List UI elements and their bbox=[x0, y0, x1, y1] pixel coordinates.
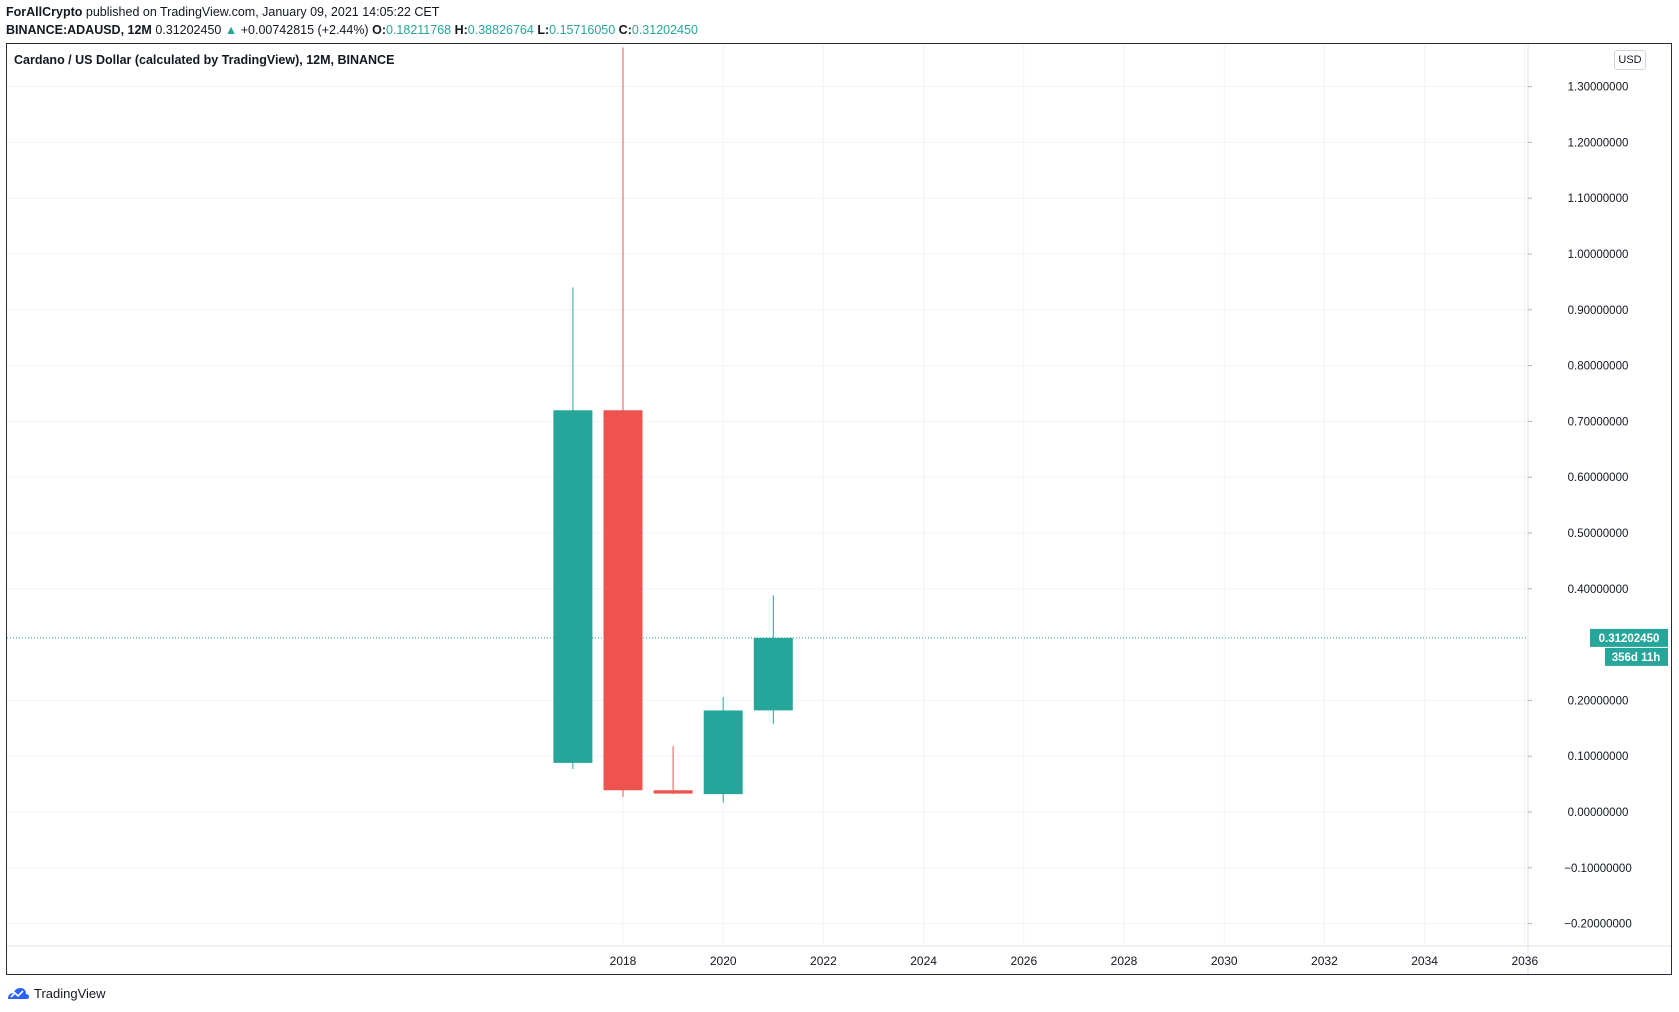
up-arrow-icon: ▲ bbox=[224, 23, 238, 37]
change-value: +0.00742815 (+2.44%) bbox=[240, 23, 369, 37]
last-price-badge bbox=[1590, 628, 1668, 647]
price-tick-label: 0.40000000 bbox=[1568, 584, 1629, 596]
candle-body[interactable] bbox=[653, 790, 693, 794]
price-tick-label: 0.90000000 bbox=[1568, 305, 1629, 317]
tradingview-cloud-icon bbox=[6, 985, 30, 1001]
open-value: 0.18211768 bbox=[385, 23, 452, 37]
time-tick-label: 2034 bbox=[1411, 954, 1438, 968]
price-tick-label: −0.10000000 bbox=[1564, 863, 1631, 875]
price-tick-label: 0.80000000 bbox=[1568, 361, 1629, 373]
chart-frame[interactable] bbox=[6, 43, 1672, 975]
symbol-label: BINANCE:ADAUSD, 12M bbox=[6, 23, 152, 37]
price-tick-label: −0.20000000 bbox=[1564, 919, 1631, 931]
high-value: 0.38826764 bbox=[467, 23, 534, 37]
price-tick-label: 0.00000000 bbox=[1568, 807, 1629, 819]
low-label: L: bbox=[537, 23, 550, 37]
price-tick-label: 1.10000000 bbox=[1568, 193, 1629, 205]
countdown-badge bbox=[1605, 647, 1668, 666]
candle-body[interactable] bbox=[753, 637, 793, 711]
time-tick-label: 2024 bbox=[910, 954, 937, 968]
close-label: C: bbox=[618, 23, 632, 37]
time-tick-label: 2026 bbox=[1010, 954, 1037, 968]
countdown-badge-label: 356d 11h bbox=[1612, 652, 1661, 664]
author-name[interactable]: ForAllCrypto bbox=[6, 5, 83, 19]
close-value: 0.31202450 bbox=[631, 23, 698, 37]
footer-brand-label: TradingView bbox=[34, 985, 106, 1001]
low-value: 0.15716050 bbox=[549, 23, 616, 37]
time-tick-label: 2032 bbox=[1311, 954, 1338, 968]
time-tick-label: 2018 bbox=[610, 954, 637, 968]
price-tick-label: 0.20000000 bbox=[1568, 695, 1629, 707]
price-tick-label: 1.30000000 bbox=[1568, 82, 1629, 94]
price-tick-label: 0.10000000 bbox=[1568, 751, 1629, 763]
publish-info: ForAllCrypto published on TradingView.co… bbox=[6, 4, 439, 20]
time-tick-label: 2022 bbox=[810, 954, 837, 968]
published-text: published on TradingView.com, January 09… bbox=[85, 5, 440, 19]
last-price: 0.31202450 bbox=[155, 23, 222, 37]
time-tick-label: 2028 bbox=[1111, 954, 1138, 968]
candle-body[interactable] bbox=[603, 410, 643, 791]
chart-title: Cardano / US Dollar (calculated by Tradi… bbox=[14, 53, 395, 67]
time-tick-label: 2020 bbox=[710, 954, 737, 968]
high-label: H: bbox=[454, 23, 468, 37]
price-tick-label: 1.00000000 bbox=[1568, 249, 1629, 261]
ohlc-legend: BINANCE:ADAUSD, 12M 0.31202450 ▲ +0.0074… bbox=[6, 22, 698, 38]
time-tick-label: 2030 bbox=[1211, 954, 1238, 968]
open-label: O: bbox=[372, 23, 386, 37]
candle-body[interactable] bbox=[553, 410, 593, 763]
price-tick-label: 0.60000000 bbox=[1568, 472, 1629, 484]
price-tick-label: 0.70000000 bbox=[1568, 416, 1629, 428]
currency-button[interactable]: USD bbox=[1614, 50, 1646, 70]
last-price-badge-label: 0.31202450 bbox=[1599, 633, 1660, 645]
time-tick-label: 2036 bbox=[1511, 954, 1538, 968]
price-tick-label: 1.20000000 bbox=[1568, 137, 1629, 149]
footer-brand[interactable]: TradingView bbox=[6, 985, 106, 1001]
candle-body[interactable] bbox=[703, 710, 743, 795]
price-tick-label: 0.50000000 bbox=[1568, 528, 1629, 540]
